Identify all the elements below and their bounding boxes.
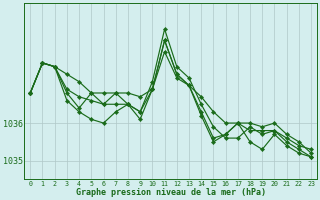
- X-axis label: Graphe pression niveau de la mer (hPa): Graphe pression niveau de la mer (hPa): [76, 188, 266, 197]
